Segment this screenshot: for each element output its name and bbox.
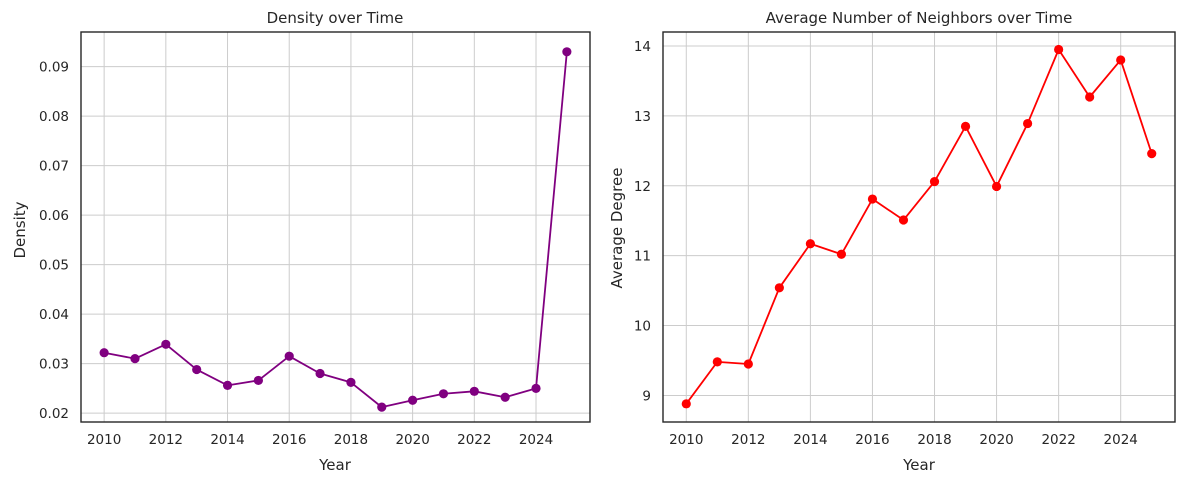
avg-degree-x-tick-label: 2012 [731,432,765,448]
density-chart-title: Density over Time [267,9,404,27]
avg-degree-data-point [898,215,909,225]
density-data-point [408,395,418,405]
avg-degree-chart-title: Average Number of Neighbors over Time [766,9,1073,27]
density-y-axis-label: Density [11,201,29,258]
density-x-tick-label: 2016 [272,432,306,448]
avg-degree-data-point [1147,149,1157,159]
avg-degree-x-axis-label: Year [902,456,936,474]
avg-degree-x-tick-label: 2016 [855,432,889,448]
avg-degree-series-line [685,48,1153,405]
density-plot-frame [80,31,591,423]
avg-degree-y-tick-label: 10 [634,319,651,335]
avg-degree-data-point [743,359,753,369]
density-data-point [469,386,479,396]
avg-degree-data-point [867,194,878,204]
avg-degree-data-point [960,121,971,131]
avg-degree-y-tick-label: 13 [634,109,651,125]
avg-degree-x-tick-label: 2014 [793,432,827,448]
density-data-point [130,354,140,364]
avg-degree-x-tick-label: 2020 [979,432,1013,448]
avg-degree-chart-panel: Average Number of Neighbors over Time Ye… [608,9,1176,474]
density-data-point [315,368,325,379]
density-y-tick-label: 0.04 [39,307,69,323]
density-y-tick-label: 0.03 [39,357,69,373]
density-data-point [222,380,233,390]
density-x-axis-label: Year [318,456,352,474]
avg-degree-x-tick-label: 2010 [669,432,703,448]
density-x-tick-label: 2010 [87,432,121,448]
avg-degree-data-point [1116,55,1126,65]
density-x-tick-label: 2012 [149,432,183,448]
avg-degree-plot-frame [662,31,1176,423]
avg-degree-data-point [836,249,847,259]
density-data-point [531,383,541,393]
avg-degree-y-tick-label: 12 [634,179,651,195]
density-data-point [346,377,356,388]
density-y-tick-label: 0.06 [39,208,69,224]
density-y-tick-label: 0.05 [39,258,69,274]
avg-degree-y-tick-label: 9 [642,388,651,404]
density-data-point [161,339,171,349]
avg-degree-x-tick-label: 2024 [1104,432,1138,448]
density-y-tick-label: 0.09 [39,60,69,76]
density-y-tick-label: 0.08 [39,109,69,125]
avg-degree-x-tick-label: 2022 [1041,432,1075,448]
density-x-tick-label: 2024 [519,432,553,448]
density-x-tick-label: 2014 [210,432,244,448]
avg-degree-y-tick-label: 11 [634,249,651,265]
avg-degree-data-point [681,399,691,409]
density-x-tick-label: 2022 [457,432,491,448]
avg-degree-data-point [991,181,1002,192]
avg-degree-data-point [1085,92,1095,102]
avg-degree-grid [663,32,1175,422]
avg-degree-y-axis-label: Average Degree [608,168,626,289]
density-data-point [284,351,294,361]
density-series-line [103,51,568,409]
avg-degree-data-point [1023,118,1033,129]
density-x-tick-label: 2018 [334,432,368,448]
density-y-tick-label: 0.02 [39,406,69,422]
avg-degree-data-point [774,283,784,293]
density-chart-panel: Density over Time Year Density 2010 2012 2… [11,9,591,474]
density-y-tick-label: 0.07 [39,159,69,175]
density-grid [81,32,590,422]
density-data-point [562,47,572,57]
density-data-point [192,364,202,375]
avg-degree-data-point [929,176,940,187]
density-data-point [99,348,109,358]
density-data-point [438,389,449,399]
density-data-point [377,402,387,412]
density-data-point [253,375,263,386]
avg-degree-y-tick-label: 14 [634,39,651,55]
density-x-tick-label: 2020 [395,432,429,448]
density-data-point [500,392,510,402]
avg-degree-data-point [712,357,722,367]
avg-degree-data-point [805,239,815,249]
avg-degree-x-tick-label: 2018 [917,432,951,448]
avg-degree-data-point [1054,44,1064,55]
